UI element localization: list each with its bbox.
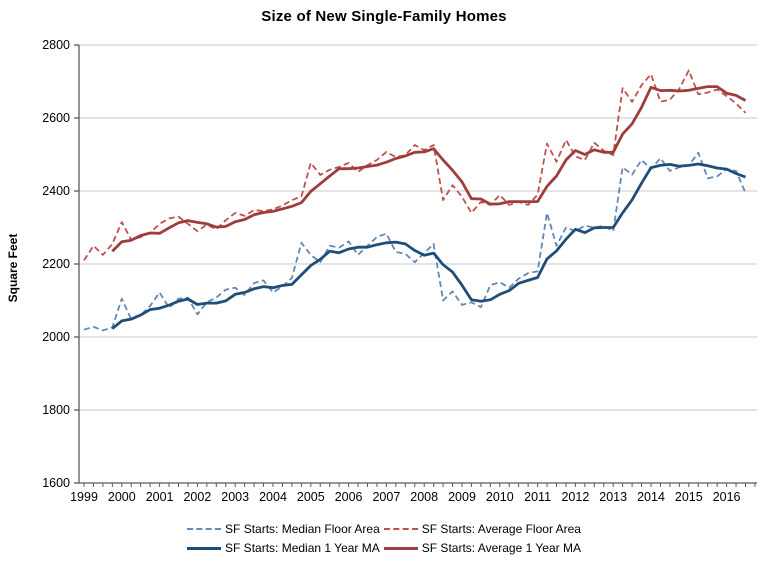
svg-text:1800: 1800 — [42, 403, 70, 417]
svg-text:2200: 2200 — [42, 257, 70, 271]
y-axis-title: Square Feet — [6, 233, 20, 303]
svg-text:2011: 2011 — [524, 490, 551, 504]
svg-text:2600: 2600 — [42, 111, 70, 125]
average-solid-line-sample — [383, 546, 418, 550]
svg-text:2008: 2008 — [410, 490, 438, 504]
legend-item-median-floor-area: SF Starts: Median Floor Area — [187, 522, 380, 536]
svg-text:2005: 2005 — [297, 490, 325, 504]
svg-text:2016: 2016 — [713, 490, 741, 504]
svg-text:2013: 2013 — [599, 490, 627, 504]
svg-text:2400: 2400 — [42, 184, 70, 198]
svg-text:2009: 2009 — [448, 490, 476, 504]
legend-item-median-1yr-ma: SF Starts: Median 1 Year MA — [187, 541, 380, 555]
legend: SF Starts: Median Floor Area SF Starts: … — [0, 522, 768, 555]
legend-label: SF Starts: Average 1 Year MA — [421, 541, 581, 555]
median-dashed-line-sample — [187, 528, 222, 530]
svg-text:1999: 1999 — [70, 490, 98, 504]
svg-text:2002: 2002 — [183, 490, 211, 504]
legend-item-average-1yr-ma: SF Starts: Average 1 Year MA — [383, 541, 581, 555]
svg-text:2012: 2012 — [561, 490, 589, 504]
svg-text:2000: 2000 — [108, 490, 136, 504]
svg-text:2001: 2001 — [146, 490, 174, 504]
legend-label: SF Starts: Average Floor Area — [421, 522, 581, 536]
legend-label: SF Starts: Median Floor Area — [225, 522, 380, 536]
svg-text:2015: 2015 — [675, 490, 703, 504]
svg-text:2003: 2003 — [221, 490, 249, 504]
svg-text:2004: 2004 — [259, 490, 287, 504]
svg-text:2007: 2007 — [372, 490, 400, 504]
legend-row-quarterly: SF Starts: Median Floor Area SF Starts: … — [187, 522, 581, 536]
legend-item-average-floor-area: SF Starts: Average Floor Area — [383, 522, 581, 536]
svg-text:1600: 1600 — [42, 476, 70, 490]
svg-text:2000: 2000 — [42, 330, 70, 344]
svg-text:2014: 2014 — [637, 490, 665, 504]
chart-title: Size of New Single-Family Homes — [261, 8, 507, 25]
average-dashed-line-sample — [383, 528, 418, 530]
svg-text:2010: 2010 — [486, 490, 514, 504]
median-solid-line-sample — [187, 546, 222, 550]
legend-row-moving-average: SF Starts: Median 1 Year MA SF Starts: A… — [187, 541, 581, 555]
svg-text:2006: 2006 — [335, 490, 363, 504]
legend-label: SF Starts: Median 1 Year MA — [225, 541, 380, 555]
svg-text:2800: 2800 — [42, 38, 70, 52]
